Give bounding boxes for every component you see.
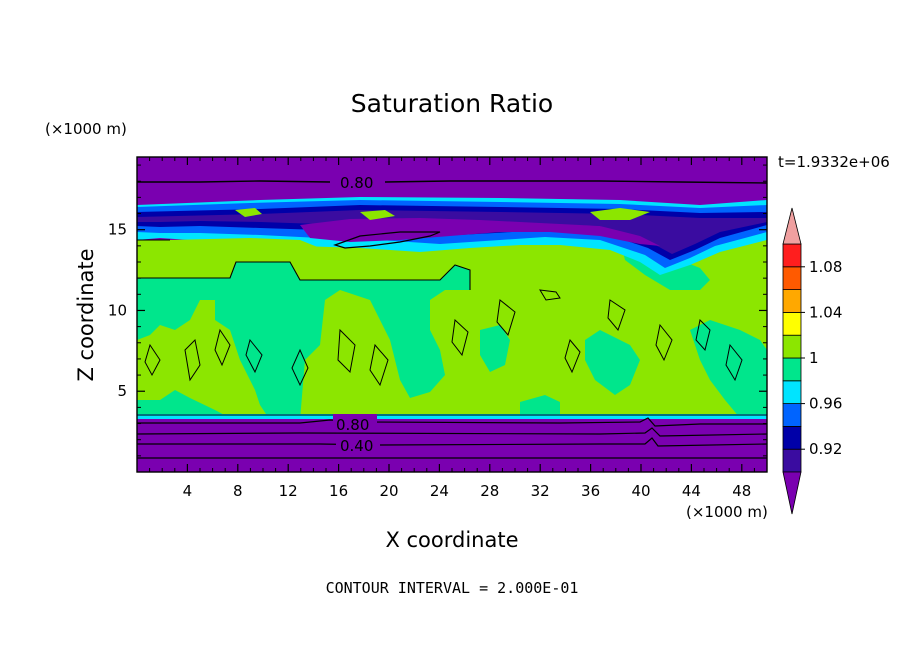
contour-label-2: 0.80 — [336, 416, 369, 434]
plot-area: 0.80 0.80 0.40 — [137, 157, 767, 472]
colorbar-tick-label: 1 — [809, 349, 819, 367]
contour-mid-edges — [137, 239, 767, 416]
contour-lower-060 — [137, 427, 767, 437]
colorbar-under-triangle — [782, 471, 802, 515]
y-unit-label: (×1000 m) — [45, 120, 127, 138]
time-label: t=1.9332e+06 — [778, 153, 890, 171]
x-axis-label: X coordinate — [385, 528, 518, 552]
x-tick-label: 44 — [682, 482, 701, 500]
x-tick-label: 20 — [379, 482, 398, 500]
y-tick-label: 15 — [108, 221, 127, 239]
chart-title: Saturation Ratio — [351, 89, 553, 118]
x-tick-label: 40 — [631, 482, 650, 500]
x-tick-label: 32 — [531, 482, 550, 500]
colorbar-segment — [782, 334, 802, 359]
colorbar-tick-label: 1.08 — [809, 258, 842, 276]
region-indigo-upper — [137, 210, 767, 254]
x-unit-label: (×1000 m) — [686, 503, 768, 521]
colorbar-tick-label: 1.04 — [809, 303, 842, 321]
x-axis-ticks: 4 8 12 16 20 24 28 32 36 40 44 48 — [149, 157, 755, 500]
colorbar-over-triangle — [782, 207, 802, 245]
contour-label-bg-1 — [334, 172, 382, 190]
contour-upper-080 — [137, 180, 331, 183]
contour-upper-080-b — [384, 180, 767, 184]
x-tick-label: 36 — [581, 482, 600, 500]
colorbar-segment — [782, 403, 802, 427]
y-tick-label: 10 — [108, 301, 127, 319]
contour-mid-cells — [144, 289, 743, 387]
colorbar-tick-label: 0.96 — [809, 395, 842, 413]
contour-lower-080 — [137, 417, 767, 427]
x-tick-label: 16 — [329, 482, 348, 500]
colorbar-segment — [782, 266, 802, 290]
contour-label-bg-2 — [333, 414, 377, 432]
colorbar-segment — [782, 448, 802, 473]
colorbar-segment — [782, 311, 802, 336]
y-axis-label: Z coordinate — [74, 248, 98, 381]
region-cyan-lower — [137, 414, 767, 419]
y-tick-label: 5 — [117, 382, 127, 400]
colorbar-segment — [782, 425, 802, 450]
region-green-upper — [165, 208, 650, 258]
contour-label-1: 0.80 — [340, 174, 373, 192]
x-tick-label: 8 — [233, 482, 243, 500]
colorbar-segment — [782, 289, 802, 313]
x-tick-label: 4 — [183, 482, 193, 500]
contour-lower-040 — [137, 437, 767, 447]
contour-ellipse-080 — [333, 231, 441, 249]
x-tick-label: 12 — [279, 482, 298, 500]
x-tick-label: 48 — [732, 482, 751, 500]
y-axis-ticks: 5 10 15 — [108, 164, 767, 457]
contour-interval-footer: CONTOUR INTERVAL = 2.000E-01 — [326, 579, 579, 597]
x-tick-label: 28 — [480, 482, 499, 500]
contour-label-3: 0.40 — [340, 437, 373, 455]
colorbar-segment — [782, 380, 802, 404]
colorbar-segment — [782, 357, 802, 382]
colorbar-segment — [782, 243, 802, 268]
region-purple-core — [300, 218, 660, 246]
contour-label-bg-3 — [336, 435, 380, 453]
colorbar: 0.92 0.96 1 1.04 1.08 — [782, 207, 842, 515]
x-tick-label: 24 — [430, 482, 449, 500]
region-teal-green — [137, 240, 767, 420]
colorbar-tick-label: 0.92 — [809, 440, 842, 458]
